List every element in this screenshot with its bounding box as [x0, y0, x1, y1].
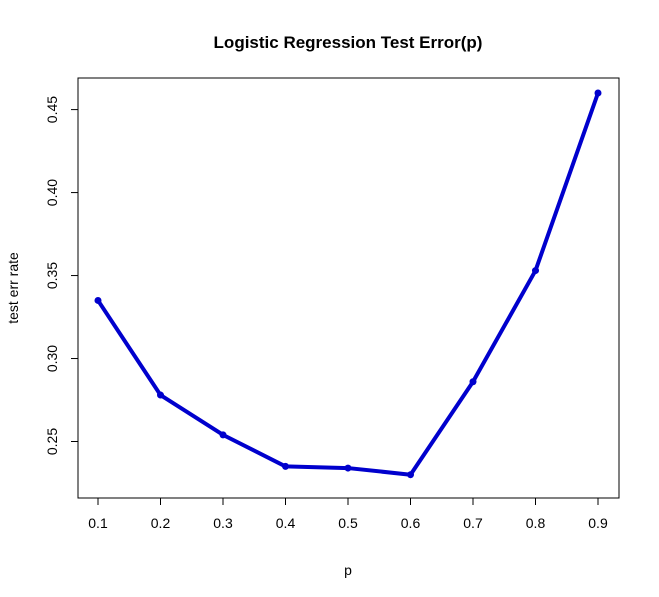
y-axis: 0.25 0.30 0.35 0.40 0.45 [44, 96, 79, 455]
data-point [594, 89, 602, 97]
x-tick-label: 0.3 [213, 515, 233, 531]
data-point [157, 391, 164, 399]
plot-frame [77, 77, 620, 499]
series-group [94, 89, 602, 479]
chart-title: Logistic Regression Test Error(p) [214, 33, 483, 52]
data-point [469, 378, 477, 386]
y-tick-label: 0.35 [44, 262, 60, 289]
x-axis-label: p [344, 562, 352, 578]
x-tick-label: 0.5 [338, 515, 358, 531]
data-point [344, 464, 352, 472]
y-axis-label: test err rate [5, 252, 21, 324]
x-tick-label: 0.2 [151, 515, 171, 531]
y-tick-label: 0.45 [44, 96, 60, 123]
series-line [96, 92, 600, 477]
x-tick-label: 0.7 [463, 515, 483, 531]
x-tick-label: 0.4 [276, 515, 296, 531]
x-axis: 0.1 0.2 0.3 0.4 0.5 0.6 0.7 0.8 0.9 [88, 497, 608, 531]
x-tick-label: 0.9 [588, 515, 608, 531]
x-tick-label: 0.1 [88, 515, 108, 531]
data-point [219, 431, 227, 439]
data-point [282, 462, 289, 470]
data-point [532, 267, 539, 275]
y-tick-label: 0.40 [44, 179, 60, 206]
x-tick-label: 0.6 [401, 515, 421, 531]
y-tick-label: 0.30 [44, 345, 60, 372]
x-tick-label: 0.8 [526, 515, 546, 531]
data-point [94, 296, 102, 304]
y-tick-label: 0.25 [44, 428, 60, 455]
data-point [407, 471, 414, 479]
